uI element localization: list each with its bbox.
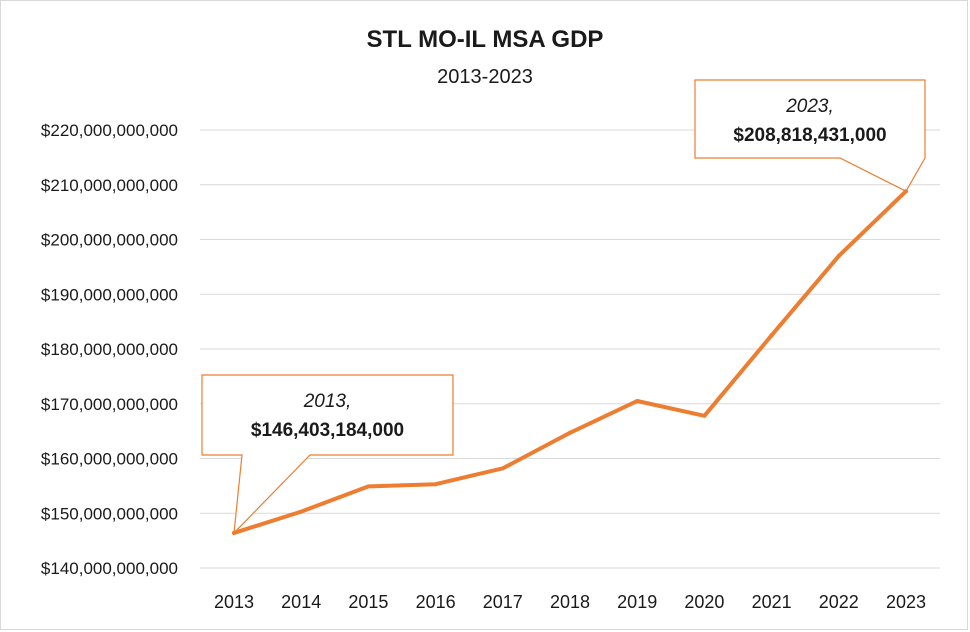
data-point	[769, 333, 774, 338]
data-point	[500, 466, 505, 471]
x-tick-label: 2022	[819, 592, 859, 612]
data-point	[904, 189, 908, 194]
data-point	[299, 509, 304, 514]
y-tick-label: $170,000,000,000	[41, 395, 178, 414]
x-tick-label: 2020	[684, 592, 724, 612]
callout-year-label: 2023,	[785, 96, 834, 117]
series-lines	[232, 189, 908, 535]
data-point	[568, 430, 572, 435]
y-tick-label: $150,000,000,000	[41, 504, 178, 523]
y-tick-label: $140,000,000,000	[41, 559, 178, 578]
x-tick-label: 2023	[886, 592, 926, 612]
y-tick-label: $180,000,000,000	[41, 340, 178, 359]
callout-year-label: 2013,	[303, 391, 352, 412]
x-tick-label: 2019	[617, 592, 657, 612]
x-axis-ticks: 2013 2014 2015 2016 2017 2018 2019 2020 2021 2022…	[214, 592, 926, 612]
x-tick-label: 2015	[348, 592, 388, 612]
chart-subtitle: 2013-2023	[437, 66, 533, 88]
y-tick-label: $220,000,000,000	[41, 121, 178, 140]
y-tick-label: $200,000,000,000	[41, 231, 178, 250]
callout-box	[201, 374, 454, 535]
callout-2023: 2023, $208,818,431,000	[694, 79, 926, 193]
y-axis-ticks: $140,000,000,000 $150,000,000,000 $160,000…	[41, 121, 178, 578]
data-point	[702, 413, 707, 418]
x-tick-label: 2016	[416, 592, 456, 612]
x-tick-label: 2018	[550, 592, 590, 612]
y-tick-label: $210,000,000,000	[41, 176, 178, 195]
chart-title: STL MO-IL MSA GDP	[366, 26, 604, 53]
grid-lines	[200, 129, 940, 569]
data-point	[232, 530, 236, 535]
x-tick-label: 2013	[214, 592, 254, 612]
callouts: 2013, $146,403,184,000 2023, $208,818,431,0…	[201, 79, 926, 535]
y-tick-label: $160,000,000,000	[41, 450, 178, 469]
callout-2013: 2013, $146,403,184,000	[201, 374, 454, 535]
x-tick-label: 2014	[281, 592, 321, 612]
data-point	[836, 253, 841, 258]
x-tick-label: 2021	[752, 592, 792, 612]
data-point	[635, 399, 640, 404]
y-tick-label: $190,000,000,000	[41, 285, 178, 304]
callout-value-label: $146,403,184,000	[251, 420, 404, 441]
x-tick-label: 2017	[483, 592, 523, 612]
data-point	[433, 482, 438, 487]
callout-value-label: $208,818,431,000	[733, 125, 886, 146]
series-line	[232, 189, 908, 535]
data-point	[366, 484, 371, 489]
